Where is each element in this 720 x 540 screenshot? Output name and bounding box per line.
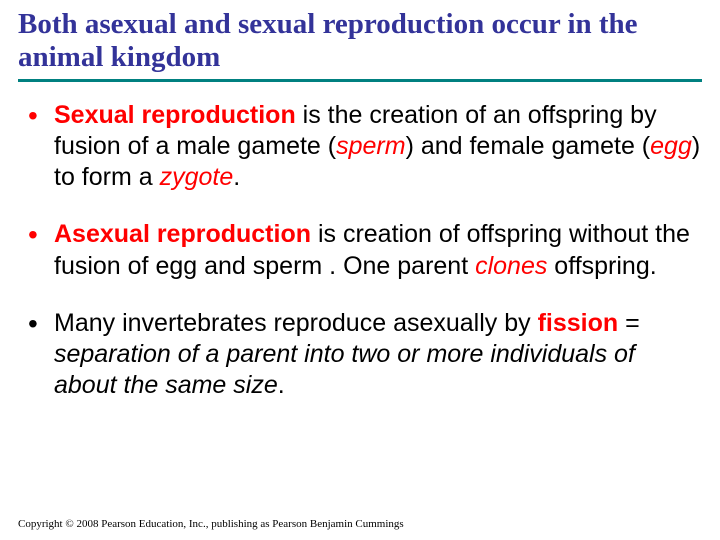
term-italic: zygote [160,163,234,191]
definition-italic: separation of a parent into two or more … [54,340,635,399]
term-italic: sperm [336,132,405,160]
slide: Both asexual and sexual reproduction occ… [0,0,720,402]
text-run: Many invertebrates reproduce asexually b… [54,309,538,337]
bullet-list: Sexual reproduction is the creation of a… [18,100,702,402]
slide-title: Both asexual and sexual reproduction occ… [18,8,702,75]
term-italic: clones [475,252,547,280]
title-divider [18,79,702,82]
term: fission [538,309,619,337]
term-italic: egg [650,132,692,160]
text-run: . [233,163,240,191]
term: Asexual reproduction [54,220,311,248]
text-run: offspring. [547,252,656,280]
text-run: ) and female gamete ( [406,132,651,160]
copyright-footer: Copyright © 2008 Pearson Education, Inc.… [18,518,404,530]
text-run: . [278,371,285,399]
text-run: = [618,309,640,337]
bullet-item: Sexual reproduction is the creation of a… [24,100,702,194]
bullet-item: Many invertebrates reproduce asexually b… [24,308,702,402]
bullet-item: Asexual reproduction is creation of offs… [24,219,702,282]
term: Sexual reproduction [54,101,296,129]
